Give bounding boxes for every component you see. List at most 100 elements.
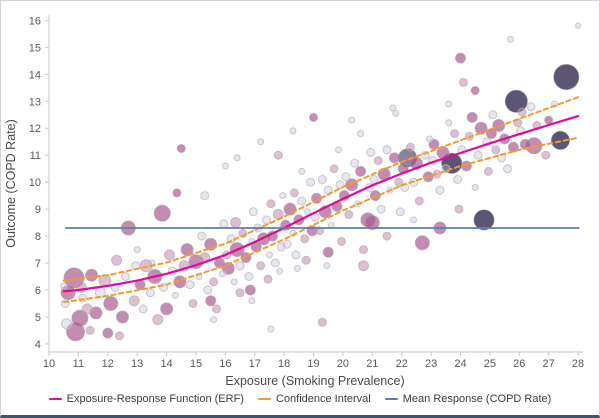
- scatter-point[interactable]: [341, 172, 351, 182]
- scatter-point[interactable]: [282, 239, 292, 249]
- scatter-point[interactable]: [172, 188, 182, 198]
- scatter-point[interactable]: [60, 282, 68, 290]
- scatter-point[interactable]: [244, 272, 254, 281]
- scatter-point[interactable]: [111, 254, 123, 266]
- scatter-point[interactable]: [197, 231, 207, 241]
- scatter-point[interactable]: [209, 277, 219, 287]
- scatter-point[interactable]: [85, 268, 99, 282]
- scatter-point[interactable]: [85, 325, 95, 335]
- scatter-point[interactable]: [256, 261, 266, 271]
- scatter-point[interactable]: [337, 237, 346, 246]
- scatter-point[interactable]: [212, 304, 221, 314]
- scatter-point[interactable]: [369, 175, 379, 184]
- scatter-point[interactable]: [276, 267, 284, 275]
- scatter-point[interactable]: [553, 64, 580, 90]
- scatter-point[interactable]: [526, 102, 536, 112]
- scatter-point[interactable]: [230, 278, 238, 286]
- scatter-point[interactable]: [376, 204, 386, 214]
- erf-curve[interactable]: [62, 115, 580, 293]
- scatter-point[interactable]: [382, 145, 392, 155]
- scatter-point[interactable]: [406, 142, 415, 152]
- scatter-point[interactable]: [455, 52, 466, 64]
- scatter-point[interactable]: [575, 22, 582, 29]
- scatter-point[interactable]: [544, 115, 554, 125]
- legend-item-erf[interactable]: Exposure-Response Function (ERF): [48, 393, 244, 405]
- scatter-point[interactable]: [357, 130, 365, 138]
- scatter-points-group[interactable]: [60, 22, 582, 342]
- scatter-point[interactable]: [301, 255, 311, 265]
- scatter-point[interactable]: [473, 150, 483, 160]
- scatter-point[interactable]: [176, 144, 186, 153]
- scatter-point[interactable]: [267, 325, 275, 333]
- scatter-point[interactable]: [116, 310, 129, 324]
- scatter-point[interactable]: [160, 302, 174, 316]
- scatter-point[interactable]: [291, 250, 301, 260]
- scatter-point[interactable]: [273, 150, 283, 160]
- scatter-point[interactable]: [373, 156, 383, 166]
- scatter-point[interactable]: [323, 262, 331, 270]
- scatter-point[interactable]: [344, 210, 354, 219]
- scatter-point[interactable]: [507, 35, 514, 43]
- legend-item-mean[interactable]: Mean Response (COPD Rate): [384, 393, 551, 405]
- scatter-point[interactable]: [263, 274, 273, 284]
- scatter-point[interactable]: [392, 109, 400, 117]
- scatter-point[interactable]: [230, 217, 242, 229]
- scatter-point[interactable]: [188, 299, 198, 308]
- scatter-point[interactable]: [205, 295, 217, 307]
- scatter-point[interactable]: [414, 235, 430, 251]
- scatter-point[interactable]: [221, 162, 229, 170]
- scatter-point[interactable]: [185, 280, 195, 290]
- scatter-point[interactable]: [248, 297, 256, 305]
- confidence-interval-upper-line[interactable]: [62, 96, 580, 282]
- scatter-point[interactable]: [102, 327, 114, 339]
- scatter-point[interactable]: [279, 192, 287, 200]
- scatter-point[interactable]: [298, 167, 306, 175]
- scatter-point[interactable]: [309, 112, 318, 122]
- confidence-interval-lower-line[interactable]: [62, 136, 580, 304]
- legend-item-ci[interactable]: Confidence Interval: [257, 393, 371, 405]
- scatter-point[interactable]: [306, 177, 316, 187]
- scatter-point[interactable]: [460, 160, 472, 172]
- scatter-point[interactable]: [473, 209, 495, 231]
- scatter-point[interactable]: [517, 107, 527, 117]
- scatter-point[interactable]: [265, 251, 273, 259]
- scatter-point[interactable]: [454, 204, 464, 214]
- scatter-point[interactable]: [152, 314, 164, 326]
- scatter-point[interactable]: [358, 260, 369, 272]
- scatter-point[interactable]: [488, 110, 498, 120]
- scatter-point[interactable]: [359, 245, 368, 255]
- scatter-point[interactable]: [200, 191, 210, 201]
- scatter-point[interactable]: [204, 237, 218, 251]
- scatter-point[interactable]: [145, 288, 155, 298]
- scatter-point[interactable]: [262, 215, 271, 225]
- scatter-point[interactable]: [210, 316, 218, 324]
- scatter-point[interactable]: [203, 285, 213, 295]
- scatter-point[interactable]: [233, 154, 241, 162]
- scatter-point[interactable]: [218, 270, 226, 278]
- scatter-point[interactable]: [78, 293, 88, 303]
- scatter-point[interactable]: [445, 119, 453, 127]
- scatter-point[interactable]: [458, 77, 468, 87]
- scatter-point[interactable]: [317, 175, 327, 184]
- scatter-point[interactable]: [120, 272, 130, 281]
- scatter-point[interactable]: [435, 185, 445, 195]
- scatter-point[interactable]: [171, 291, 179, 299]
- scatter-point[interactable]: [257, 138, 265, 146]
- scatter-point[interactable]: [81, 303, 93, 315]
- scatter-point[interactable]: [350, 158, 360, 168]
- scatter-point[interactable]: [504, 89, 528, 113]
- scatter-point[interactable]: [300, 234, 310, 244]
- scatter-point[interactable]: [270, 258, 280, 268]
- scatter-point[interactable]: [426, 135, 434, 143]
- scatter-point[interactable]: [283, 202, 297, 216]
- scatter-point[interactable]: [61, 318, 73, 330]
- scatter-point[interactable]: [289, 188, 299, 198]
- scatter-point[interactable]: [503, 164, 512, 174]
- scatter-point[interactable]: [483, 166, 493, 176]
- scatter-point[interactable]: [335, 146, 342, 154]
- scatter-point[interactable]: [244, 284, 256, 296]
- scatter-point[interactable]: [348, 116, 356, 124]
- scatter-point[interactable]: [317, 317, 327, 327]
- scatter-point[interactable]: [466, 111, 478, 123]
